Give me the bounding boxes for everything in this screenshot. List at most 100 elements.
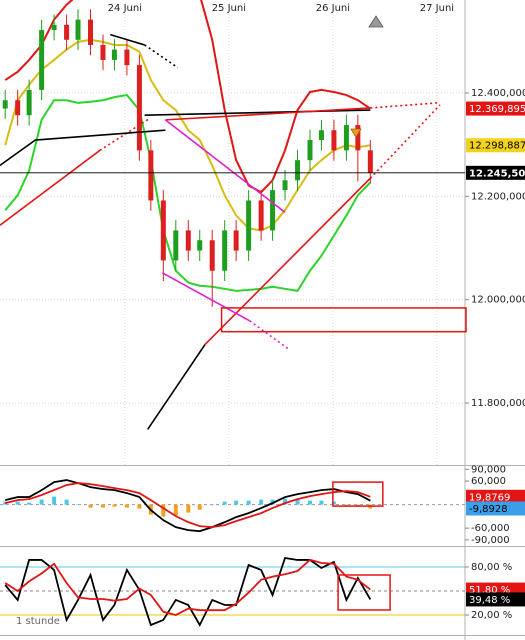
price-tag [466,138,525,153]
histogram-bar [270,499,275,505]
candle-body [64,24,70,40]
histogram-bar [295,499,300,505]
series-line [4,0,371,194]
histogram-bar [331,501,336,505]
highlight-box [220,307,467,333]
panel [0,479,465,533]
trend-line [165,107,371,121]
candle-body [100,44,106,60]
alert-marker [350,128,362,138]
y-tick-label: 90,000 [471,464,506,475]
x-tick-label: 26 Juni [316,3,350,14]
candle-body [331,130,337,151]
price-tag-label: 12.298,887 [469,141,525,152]
price-tag [466,165,525,180]
candle-body [185,230,191,251]
trend-line [147,344,206,430]
y-tick-label: -60,000 [471,523,510,534]
series-line [4,482,371,529]
candle-body [295,160,301,181]
candle-body [367,150,373,173]
histogram-bar [210,504,215,506]
candle-body [15,100,21,116]
series-line [4,479,371,533]
histogram-bar [197,504,202,510]
y-tick-label: 12.000,000 [471,295,525,306]
candle-body [318,130,324,141]
candle-body [160,200,166,261]
candle-body [258,200,264,231]
histogram-bar [64,499,69,505]
histogram-bar [52,496,57,505]
y-tick-label: -90,000 [471,535,510,546]
candle-body [148,150,154,201]
price-tag [466,489,525,504]
candle-body [2,100,8,109]
histogram-bar [222,501,227,505]
series-line [4,93,372,292]
price-tag-label: 51,80 % [469,585,510,596]
histogram-bar [173,504,178,516]
x-tick-label: 24 Juni [108,3,142,14]
trend-line [161,272,251,322]
candle-body [75,19,81,40]
y-tick-label: 11.800,000 [471,398,525,409]
histogram-bar [88,504,93,508]
interval-label: 1 stunde [16,616,60,627]
price-tag-label: 19,8769 [469,492,510,503]
x-tick-label: 25 Juni [212,3,246,14]
trend-line [370,102,439,109]
histogram-bar [283,498,288,505]
candle-body [209,240,215,271]
y-tick-label: 60,000 [471,476,506,487]
candle-body [233,230,239,251]
candle-body [39,29,45,90]
histogram-bar [259,499,264,505]
candle-body [26,89,32,116]
candle-body [88,19,94,45]
y-tick-label: 80,00 % [471,562,512,573]
candle-body [222,230,228,271]
candle-body [136,65,142,151]
price-tag-label: 12.245,500 [469,168,525,179]
candle-body [307,140,313,161]
candle-body [124,49,130,66]
y-tick-label: 12.400,000 [471,88,525,99]
trend-line [144,44,179,69]
histogram-bar [27,502,32,505]
histogram-bar [344,504,349,506]
price-tag [466,501,525,516]
highlight-box [332,481,384,507]
x-tick-label: 27 Juni [420,3,454,14]
histogram-bar [124,504,129,508]
price-tag [466,101,525,116]
trend-line [0,129,166,166]
plot-layer: 24 Juni 25 Juni 26 Juni 27 Juni 12.400,000 12… [0,0,525,627]
trend-line [110,33,145,46]
panel [0,556,465,627]
candle-body [355,125,361,151]
histogram-bar [246,500,251,505]
series-line [4,558,371,616]
histogram-bar [319,500,324,505]
price-tag [466,592,525,607]
candle-body [343,125,349,151]
trend-line [0,149,101,226]
trend-line [164,119,286,213]
y-tick-label: 20,00 % [471,610,512,621]
price-tag-label: 12.369,895 [469,104,525,115]
histogram-bar [39,499,44,505]
histogram-bar [112,504,117,507]
candle-body [173,230,179,261]
price-tag-label: -9,8928 [469,504,508,515]
histogram-bar [137,504,142,509]
y-tick-label: 12.200,000 [471,191,525,202]
histogram-bar [308,500,312,505]
histogram-bar [76,504,81,506]
panel [0,0,465,430]
histogram-bar [15,501,20,505]
histogram-bar [100,504,105,508]
histogram-bar [186,504,191,513]
